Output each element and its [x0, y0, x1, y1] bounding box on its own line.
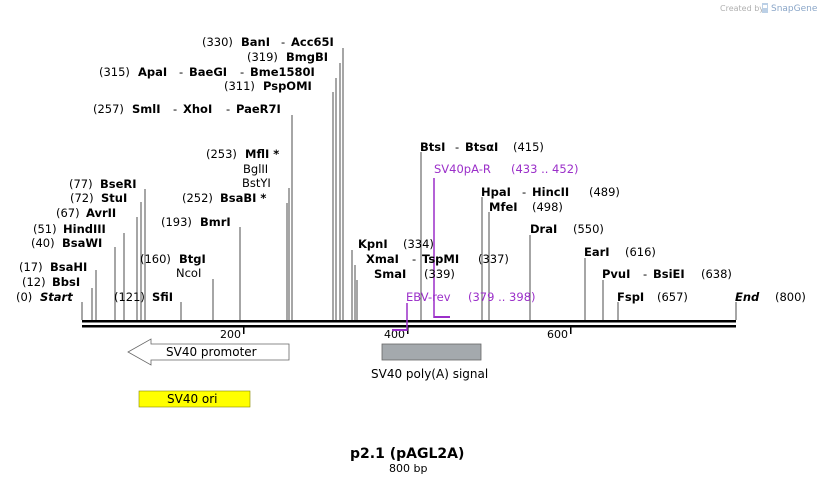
- site-pspomi[interactable]: (311) PspOMI: [224, 79, 312, 93]
- site-end[interactable]: End (800): [735, 290, 806, 304]
- site-ncoi[interactable]: NcoI: [176, 266, 201, 280]
- site-mfli[interactable]: (253) MflI *: [206, 147, 279, 161]
- site-leader-lines: [81, 48, 737, 320]
- site-avrii[interactable]: (67) AvrII: [56, 206, 116, 220]
- feature-label: SV40 poly(A) signal: [371, 367, 488, 381]
- ori-box: [138, 390, 251, 408]
- primer-sv40pa-r[interactable]: SV40pA-R (433 .. 452): [433, 162, 579, 318]
- credit-app: SnapGene: [771, 4, 818, 14]
- credit-prefix: Created by: [720, 4, 764, 13]
- site-bstyi[interactable]: BstYI: [242, 176, 271, 190]
- site-smli[interactable]: (257) SmlI - XhoI - PaeR7I: [93, 102, 281, 116]
- tick-mark-600: [570, 327, 572, 334]
- feature-sv40-promoter[interactable]: SV40 promoter: [127, 338, 290, 366]
- site-btsi[interactable]: BtsI - BtsαI (415): [420, 140, 544, 154]
- site-bsawi[interactable]: (40) BsaWI: [31, 236, 102, 250]
- site-stui[interactable]: (72) StuI: [70, 191, 127, 205]
- site-kpni[interactable]: KpnI (334): [358, 237, 434, 251]
- site-bmri[interactable]: (193) BmrI: [161, 215, 231, 229]
- primer-name: SV40pA-R: [434, 162, 491, 176]
- site-hpai[interactable]: HpaI - HincII (489): [481, 185, 620, 199]
- tick-mark-200: [243, 327, 245, 334]
- site-pvui[interactable]: PvuI - BsiEI (638): [602, 267, 732, 281]
- feature-label: SV40 promoter: [166, 345, 257, 359]
- backbone-bottom: [82, 325, 736, 328]
- site-start[interactable]: (0) Start: [16, 290, 73, 304]
- backbone-top: [82, 320, 736, 323]
- site-sfii[interactable]: (121) SfiI: [114, 290, 173, 304]
- site-fspi[interactable]: FspI (657): [617, 290, 688, 304]
- site-mfei[interactable]: MfeI (498): [489, 200, 563, 214]
- site-hindiii[interactable]: (51) HindIII: [33, 222, 106, 236]
- site-smai[interactable]: SmaI (339): [374, 267, 455, 281]
- tick-label-400: 400: [384, 328, 405, 341]
- promoter-arrow: [127, 338, 290, 366]
- site-xmai[interactable]: XmaI - TspMI (337): [366, 252, 509, 266]
- primer-range: (433 .. 452): [511, 162, 579, 176]
- site-drai[interactable]: DraI (550): [530, 222, 604, 236]
- feature-label: SV40 ori: [167, 392, 218, 406]
- polya-box: [381, 343, 482, 361]
- site-bbsi[interactable]: (12) BbsI: [22, 275, 80, 289]
- feature-sv40-ori[interactable]: SV40 ori: [138, 390, 251, 408]
- map-length: 800 bp: [389, 462, 427, 475]
- feature-sv40-polya[interactable]: SV40 poly(A) signal: [371, 343, 488, 381]
- site-bseri[interactable]: (77) BseRI: [69, 177, 137, 191]
- primer-ebv-rev[interactable]: EBV-rev (379 .. 398): [392, 290, 536, 331]
- site-bglii[interactable]: BglII: [243, 162, 268, 176]
- site-apai[interactable]: (315) ApaI - BaeGI - Bme1580I: [99, 65, 315, 79]
- primer-range: (379 .. 398): [468, 290, 536, 304]
- site-bmgbi[interactable]: (319) BmgBI: [247, 50, 328, 64]
- scale-ticks: 200 400 600: [220, 327, 572, 341]
- tick-label-600: 600: [547, 328, 568, 341]
- site-bsahi[interactable]: (17) BsaHI: [19, 260, 87, 274]
- primer-name: EBV-rev: [406, 290, 451, 304]
- site-bsabi[interactable]: (252) BsaBI *: [182, 191, 266, 205]
- site-eari[interactable]: EarI (616): [584, 245, 656, 259]
- map-title: p2.1 (pAGL2A): [350, 446, 464, 462]
- site-btgi[interactable]: (160) BtgI: [140, 252, 206, 266]
- snapgene-logo-icon: [762, 3, 768, 13]
- tick-label-200: 200: [220, 328, 241, 341]
- site-bani[interactable]: (330) BanI - Acc65I: [202, 35, 334, 49]
